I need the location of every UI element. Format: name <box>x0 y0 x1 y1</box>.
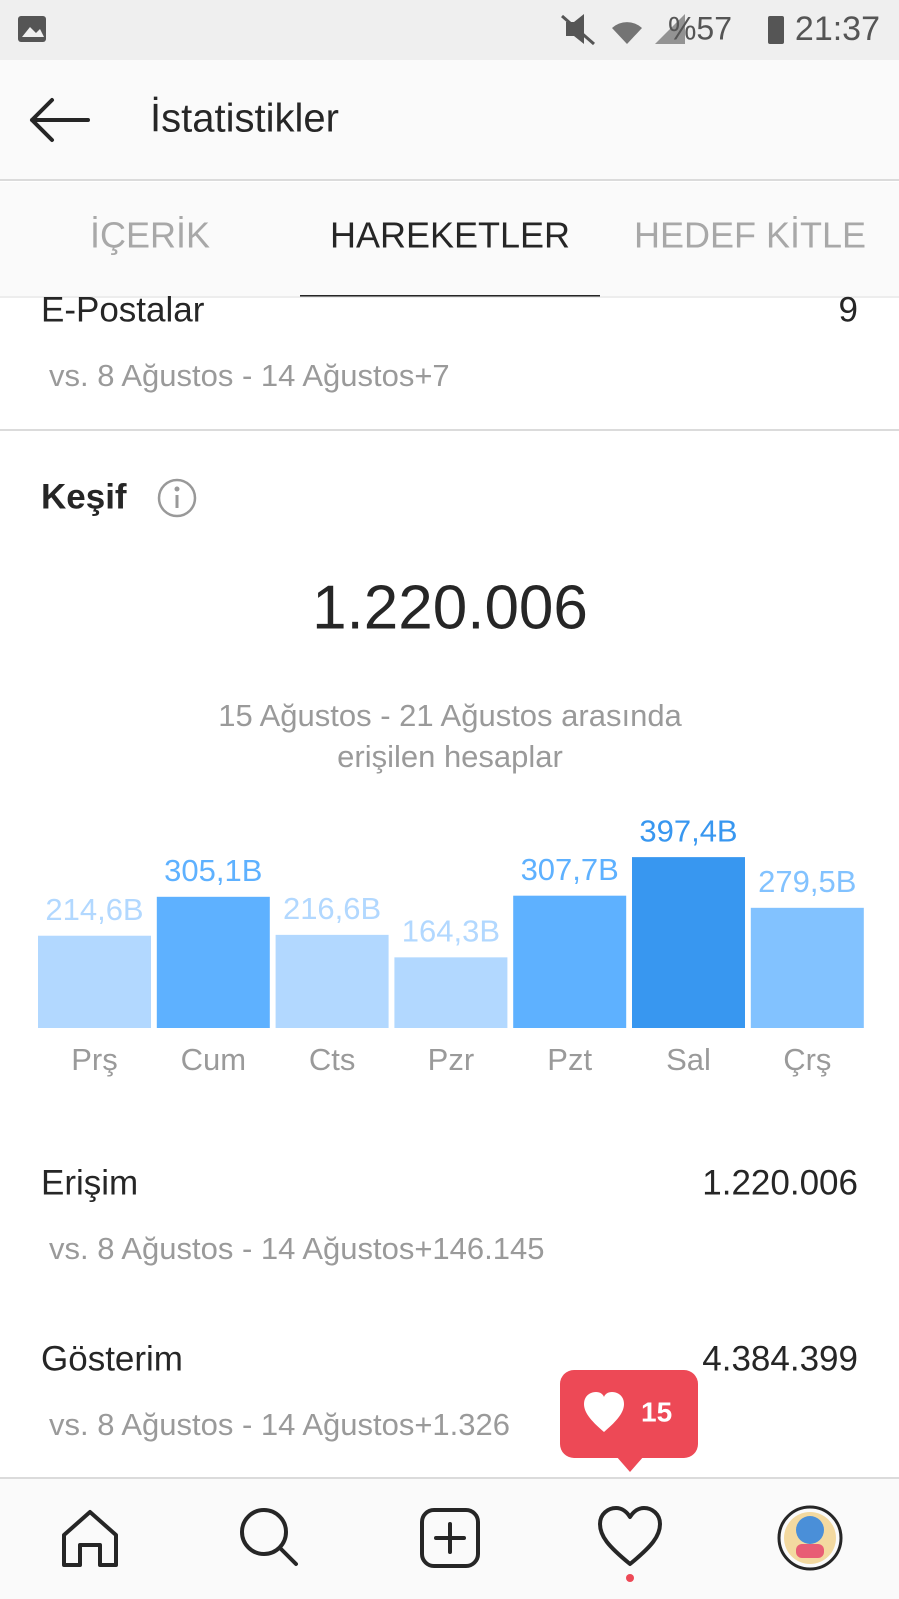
activity-dot <box>626 1574 634 1582</box>
gallery-icon <box>18 16 46 42</box>
day-label: Pzt <box>547 1042 592 1077</box>
bar-value-label: 214,6B <box>45 892 143 927</box>
search-tab[interactable] <box>240 1508 298 1566</box>
notification-count: 15 <box>641 1396 672 1427</box>
day-label: Cts <box>309 1042 356 1077</box>
bar-value-label: 307,7B <box>521 852 619 887</box>
email-comparison: vs. 8 Ağustos - 14 Ağustos+7 <box>49 358 450 393</box>
status-bar <box>0 0 899 60</box>
bar <box>513 895 627 1028</box>
profile-tab[interactable] <box>777 1505 843 1571</box>
metric-value: 1.220.006 <box>702 1163 858 1202</box>
total-accounts: 1.220.006 <box>312 573 588 642</box>
metric-comparison: vs. 8 Ağustos - 14 Ağustos+1.326 <box>49 1407 510 1442</box>
bar <box>156 896 270 1028</box>
battery-level: %57 <box>668 10 732 46</box>
tabs: İÇERİK HAREKETLER HEDEF KİTLE <box>90 215 866 297</box>
bar <box>750 907 864 1028</box>
bar <box>275 934 389 1028</box>
bar-value-label: 216,6B <box>283 891 381 926</box>
activity-notification[interactable]: 15 <box>560 1370 698 1472</box>
bar-value-label: 164,3B <box>402 914 500 949</box>
bar <box>394 957 508 1028</box>
bar-chart: 214,6B Prş 305,1B Cum 216,6B Cts 164,3B Pzr 307,… <box>38 813 864 1077</box>
bar <box>38 935 151 1028</box>
back-button[interactable] <box>30 98 90 142</box>
bar-value-label: 397,4B <box>639 813 737 848</box>
page-title: İstatistikler <box>150 96 339 141</box>
day-label: Prş <box>71 1042 118 1077</box>
tab[interactable]: HAREKETLER <box>330 215 570 256</box>
home-tab[interactable] <box>62 1510 118 1567</box>
info-icon[interactable] <box>157 478 197 518</box>
tab[interactable]: HEDEF KİTLE <box>634 215 866 256</box>
section-title: Keşif <box>41 477 127 516</box>
metric-value: 4.384.399 <box>702 1339 858 1378</box>
email-label: E-Postalar <box>41 290 205 329</box>
header <box>0 60 899 180</box>
day-label: Çrş <box>783 1042 831 1077</box>
activity-tab[interactable] <box>598 1506 662 1566</box>
clock: 21:37 <box>795 10 880 48</box>
caption-line: 15 Ağustos - 21 Ağustos arasında <box>218 698 682 733</box>
new-post-tab[interactable] <box>420 1508 480 1568</box>
tab[interactable]: İÇERİK <box>90 215 210 256</box>
bar-value-label: 305,1B <box>164 853 262 888</box>
bar-value-label: 279,5B <box>758 864 856 899</box>
bar <box>632 857 745 1028</box>
metric-comparison: vs. 8 Ağustos - 14 Ağustos+146.145 <box>49 1231 545 1266</box>
caption-line: erişilen hesaplar <box>337 739 563 774</box>
metric-label: Gösterim <box>41 1339 183 1378</box>
day-label: Sal <box>666 1042 711 1077</box>
email-value: 9 <box>839 290 858 329</box>
tab-bar <box>0 182 899 296</box>
metric-label: Erişim <box>41 1163 138 1202</box>
day-label: Pzr <box>428 1042 475 1077</box>
status-icons <box>561 14 784 46</box>
day-label: Cum <box>181 1042 246 1077</box>
